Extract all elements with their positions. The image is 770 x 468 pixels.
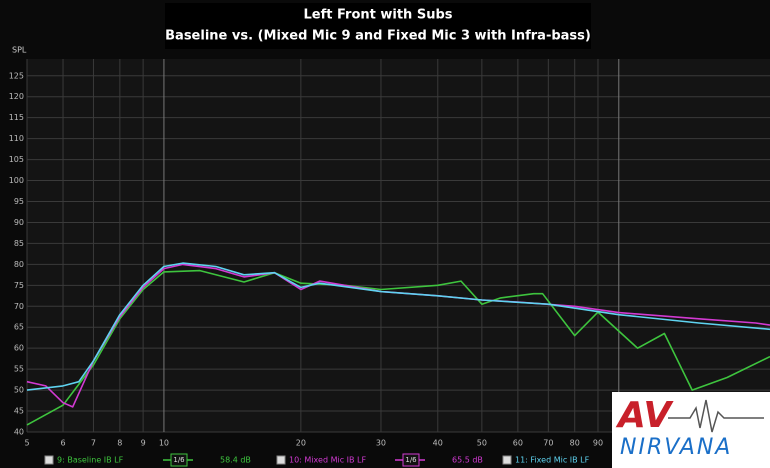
logo-background <box>612 392 770 468</box>
lines <box>26 262 770 426</box>
legend-label: 11: Fixed Mic IB LF <box>515 456 590 465</box>
y-tick-label: 75 <box>14 281 24 290</box>
x-tick-label: 8 <box>117 439 122 448</box>
y-tick-label: 110 <box>9 134 24 143</box>
x-tick-label: 5 <box>24 439 29 448</box>
legend-label: 9: Baseline IB LF <box>57 456 124 465</box>
y-tick-label: 60 <box>14 344 24 353</box>
title-box <box>165 3 591 49</box>
y-tick-label: 100 <box>9 176 24 185</box>
x-tick-label: 90 <box>593 439 603 448</box>
legend-label: 10: Mixed Mic IB LF <box>289 456 366 465</box>
smoothing-box[interactable] <box>402 453 420 467</box>
y-tick-label: 95 <box>14 197 24 206</box>
x-tick-label: 7 <box>91 439 96 448</box>
x-tick-label: 40 <box>433 439 443 448</box>
y-tick-label: 40 <box>14 428 24 437</box>
chart-title: Left Front with Subs <box>303 8 452 23</box>
y-axis-label: SPL <box>12 46 27 55</box>
logo-mark: AV <box>615 395 674 436</box>
legend-checkbox[interactable] <box>502 455 512 465</box>
smoothing-label: 1/6 <box>173 456 185 464</box>
x-tick-label: 10 <box>159 439 169 448</box>
chart-subtitle: Baseline vs. (Mixed Mic 9 and Fixed Mic … <box>165 29 591 44</box>
y-tick-label: 65 <box>14 323 24 332</box>
series-line <box>26 269 770 426</box>
y-tick-label: 115 <box>9 113 24 122</box>
plot-area <box>27 59 770 432</box>
y-tick-label: 50 <box>14 386 24 395</box>
x-tick-label: 20 <box>296 439 306 448</box>
x-tick-label: 6 <box>60 439 65 448</box>
y-tick-label: 125 <box>9 71 24 80</box>
x-tick-label: 70 <box>543 439 553 448</box>
legend-checkbox[interactable] <box>44 455 54 465</box>
logo-wave <box>668 399 764 433</box>
logo-text: NIRVANA <box>620 435 732 460</box>
y-tick-label: 105 <box>9 155 24 164</box>
legend-checkbox[interactable] <box>276 455 286 465</box>
x-tick-label: 9 <box>141 439 146 448</box>
y-tick-label: 85 <box>14 239 24 248</box>
logo: AV NIRVANA <box>612 392 770 468</box>
y-tick-label: 120 <box>9 92 24 101</box>
y-tick-label: 90 <box>14 218 24 227</box>
smoothing-box[interactable] <box>170 453 188 467</box>
y-tick-label: 70 <box>14 302 24 311</box>
x-tick-label: 30 <box>376 439 386 448</box>
level-label: 58.4 dB <box>220 456 251 465</box>
series-line <box>26 262 770 391</box>
smoothing-label: 1/6 <box>405 456 417 464</box>
x-tick-label: 50 <box>477 439 487 448</box>
level-label: 65.5 dB <box>452 456 483 465</box>
x-tick-label: 60 <box>513 439 523 448</box>
y-tick-label: 45 <box>14 407 24 416</box>
y-tick-label: 80 <box>14 260 24 269</box>
y-tick-label: 55 <box>14 365 24 374</box>
x-tick-label: 80 <box>570 439 580 448</box>
